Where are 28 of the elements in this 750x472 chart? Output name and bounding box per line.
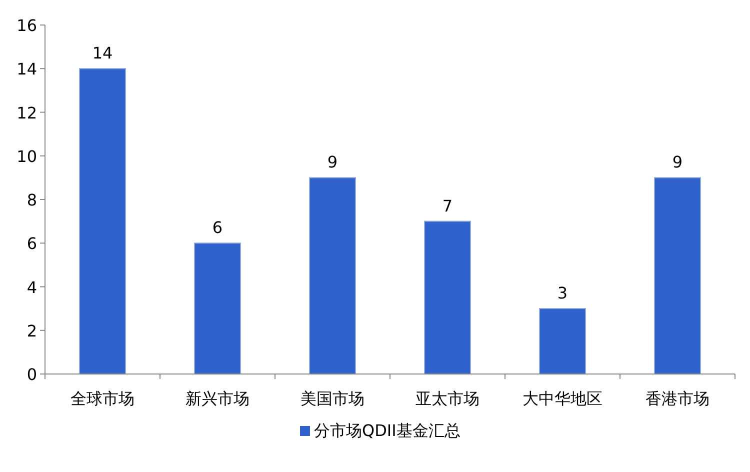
y-tick-label: 2 xyxy=(26,321,37,340)
x-tick-label: 亚太市场 xyxy=(416,389,480,408)
legend-label: 分市场QDII基金汇总 xyxy=(314,421,460,440)
bar xyxy=(194,242,241,374)
x-tick-label: 全球市场 xyxy=(70,389,134,408)
bar xyxy=(539,308,586,374)
y-tick-label: 6 xyxy=(26,234,37,254)
bar xyxy=(309,177,356,374)
data-label: 14 xyxy=(92,44,113,63)
y-tick-label: 10 xyxy=(16,146,37,166)
y-tick-label: 8 xyxy=(26,190,37,210)
y-tick-label: 0 xyxy=(26,365,37,384)
data-label: 9 xyxy=(672,152,683,172)
data-label: 3 xyxy=(557,284,568,303)
data-label: 9 xyxy=(327,152,338,172)
y-tick-label: 4 xyxy=(26,278,37,297)
bar xyxy=(79,68,126,374)
y-tick-label: 16 xyxy=(16,16,37,35)
x-tick-label: 美国市场 xyxy=(300,389,364,408)
bar xyxy=(654,177,701,374)
y-tick-label: 12 xyxy=(16,103,37,122)
bar xyxy=(424,220,471,374)
x-tick-label: 香港市场 xyxy=(646,389,710,408)
x-tick-label: 新兴市场 xyxy=(186,389,250,408)
data-label: 7 xyxy=(442,196,453,216)
data-label: 6 xyxy=(212,218,223,238)
x-tick-label: 大中华地区 xyxy=(522,389,602,408)
y-tick-label: 14 xyxy=(16,60,37,79)
